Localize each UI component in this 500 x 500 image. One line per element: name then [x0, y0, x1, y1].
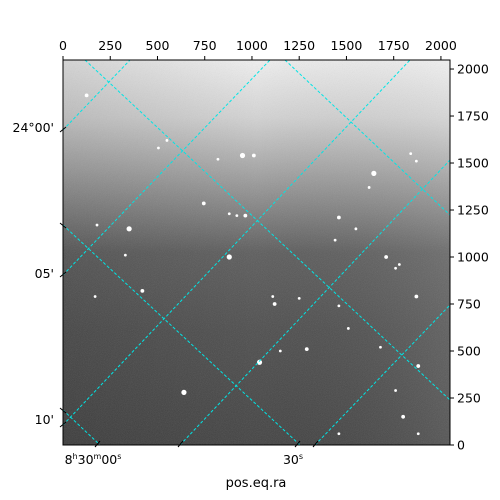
- dec-tick: [59, 271, 67, 278]
- dec-tick-label: 10': [35, 412, 54, 427]
- star: [235, 214, 239, 218]
- star: [239, 152, 246, 159]
- right-pixel-axis: 0 250 500 750 1000 1250 1500 1750 2000: [450, 62, 489, 453]
- star: [304, 347, 309, 352]
- top-tick-label: 1000: [236, 38, 268, 53]
- ra-tick: [177, 440, 184, 448]
- star: [337, 432, 341, 436]
- star: [93, 295, 97, 298]
- ra-tick: [94, 440, 101, 448]
- star: [201, 201, 206, 206]
- star: [165, 139, 169, 142]
- star: [416, 432, 420, 436]
- grid-line: [314, 304, 450, 445]
- star: [346, 327, 350, 330]
- right-tick-label: 2000: [457, 62, 489, 77]
- star: [123, 253, 127, 257]
- star: [414, 294, 419, 299]
- star: [367, 186, 371, 189]
- star: [416, 364, 421, 368]
- star: [272, 302, 277, 306]
- ra-tick-label: 8h30m00s: [65, 452, 122, 467]
- star: [216, 157, 220, 161]
- top-tick-label: 1750: [378, 38, 410, 53]
- grid-line: [63, 60, 131, 131]
- right-tick-label: 500: [457, 344, 481, 359]
- star: [126, 226, 132, 232]
- ra-tick: [294, 440, 301, 448]
- plot-frame: [62, 59, 451, 446]
- star: [379, 345, 382, 349]
- declination-axis: 24°00' 05' 10': [13, 120, 67, 428]
- ra-tick-label: 30s: [283, 452, 303, 467]
- star: [140, 288, 145, 293]
- dec-tick: [59, 407, 67, 414]
- grid-line: [84, 60, 450, 401]
- star: [278, 349, 282, 353]
- star-layer: [84, 93, 421, 436]
- grid-line: [179, 159, 450, 445]
- star: [157, 146, 160, 150]
- star: [371, 170, 377, 176]
- star: [337, 304, 341, 308]
- dec-tick-label: 05': [35, 266, 54, 281]
- grid-line: [63, 409, 101, 445]
- star: [256, 359, 263, 365]
- star: [354, 227, 358, 231]
- right-tick-label: 1250: [457, 203, 489, 218]
- top-tick-label: 250: [98, 38, 122, 53]
- star: [297, 296, 301, 300]
- star: [84, 93, 89, 98]
- top-pixel-axis: 0 250 500 750 1000 1250 1500 1750 2000: [59, 38, 457, 60]
- star: [95, 223, 99, 227]
- grid-line: [284, 60, 450, 216]
- grid-line: [63, 224, 301, 445]
- right-tick-label: 1500: [457, 156, 489, 171]
- dec-tick: [59, 126, 67, 133]
- coordinate-grid: [63, 60, 450, 445]
- top-tick-label: 1250: [283, 38, 315, 53]
- image-plot-area: [62, 59, 451, 446]
- star: [384, 255, 389, 259]
- star: [394, 266, 397, 270]
- star: [409, 152, 413, 156]
- star: [394, 389, 397, 392]
- dec-tick: [59, 222, 67, 229]
- star: [336, 215, 341, 220]
- right-tick-label: 250: [457, 391, 481, 406]
- star: [181, 389, 187, 395]
- right-tick-label: 0: [457, 438, 465, 453]
- right-ascension-axis: 8h30m00s 30s pos.eq.ra: [65, 440, 319, 491]
- sky-noise: [63, 60, 450, 445]
- top-tick-label: 0: [59, 38, 67, 53]
- ra-tick: [312, 440, 319, 448]
- right-tick-label: 1750: [457, 109, 489, 124]
- dec-tick: [59, 421, 67, 428]
- top-tick-label: 1500: [331, 38, 363, 53]
- star: [401, 414, 406, 419]
- star: [414, 159, 418, 163]
- right-tick-label: 750: [457, 297, 481, 312]
- x-axis-title: pos.eq.ra: [226, 476, 287, 491]
- star: [227, 212, 231, 216]
- star: [333, 238, 337, 242]
- right-tick-label: 1000: [457, 250, 489, 265]
- star: [226, 254, 232, 260]
- star: [271, 295, 275, 298]
- star: [397, 263, 401, 266]
- grid-line: [63, 60, 411, 426]
- dec-tick-label: 24°00': [13, 120, 55, 135]
- top-tick-label: 750: [193, 38, 217, 53]
- star: [251, 153, 256, 158]
- top-tick-label: 2000: [425, 38, 457, 53]
- star: [243, 213, 248, 218]
- top-tick-label: 500: [146, 38, 170, 53]
